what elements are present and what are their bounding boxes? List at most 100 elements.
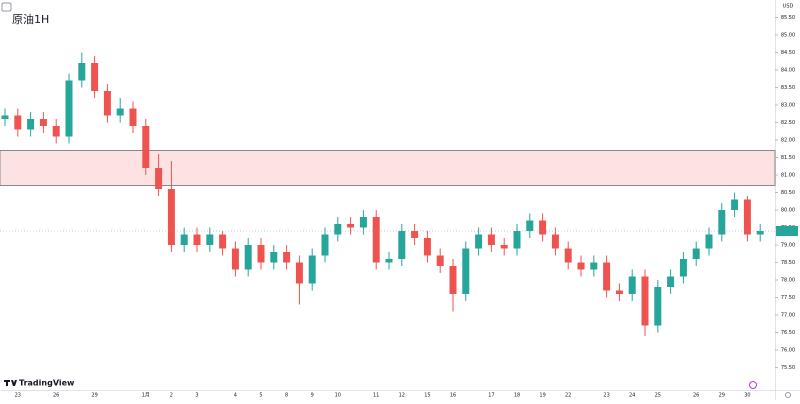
candle-body: [577, 262, 585, 270]
y-tick-label: 83.50: [781, 85, 795, 91]
candle-body: [551, 234, 559, 249]
candle-body: [39, 119, 47, 126]
candle-body: [731, 199, 739, 210]
candle-body: [423, 238, 431, 256]
y-tick-label: 76.50: [781, 330, 795, 336]
x-tick-label: 8: [285, 393, 288, 399]
candle-body: [193, 234, 201, 245]
x-tick-label: 5: [259, 393, 262, 399]
y-tick-label: 77.00: [781, 313, 795, 319]
candle-body: [641, 276, 649, 326]
replay-button[interactable]: [749, 381, 757, 389]
x-tick-label: 10: [335, 393, 341, 399]
candle-body: [539, 220, 547, 235]
x-tick-label: 4: [234, 393, 237, 399]
candle-body: [78, 63, 86, 81]
x-tick-label: 26: [53, 393, 59, 399]
candle-body: [513, 231, 521, 249]
candle-body: [116, 108, 124, 116]
y-tick-label: 85.50: [781, 15, 795, 21]
y-tick-label: 84.00: [781, 68, 795, 74]
price-zone: [0, 150, 776, 186]
candle-body: [590, 262, 598, 270]
currency-label: USD: [783, 4, 794, 10]
x-tick-label: 18: [514, 393, 520, 399]
x-tick-label: 22: [565, 393, 571, 399]
x-tick-label: 9: [311, 393, 314, 399]
candle-body: [603, 262, 611, 291]
candle-body: [244, 245, 252, 270]
candle-body: [615, 290, 623, 294]
brand-logo: [4, 380, 17, 386]
candle-body: [411, 231, 419, 238]
candle-body: [436, 255, 444, 266]
candle-body: [142, 126, 150, 168]
y-tick-label: 80.00: [781, 208, 795, 214]
y-tick-label: 78.50: [781, 260, 795, 266]
candle-body: [628, 276, 636, 294]
y-tick-label: 79.00: [781, 243, 795, 249]
candle-body: [219, 234, 227, 249]
x-tick-label: 30: [744, 393, 750, 399]
symbol-title: 原油1H: [12, 12, 49, 26]
x-tick-label: 26: [693, 393, 699, 399]
y-tick-label: 76.00: [781, 348, 795, 354]
y-tick-label: 77.50: [781, 295, 795, 301]
candle-body: [654, 287, 662, 326]
y-tick-label: 80.50: [781, 190, 795, 196]
x-tick-label: 29: [719, 393, 725, 399]
x-tick-label: 19: [539, 393, 545, 399]
candle-body: [231, 248, 239, 270]
brand-name: TradingView: [19, 379, 75, 388]
candle-body: [334, 224, 342, 235]
candle-body: [500, 245, 508, 249]
y-tick-label: 83.00: [781, 103, 795, 109]
candle-body: [462, 248, 470, 294]
candle-body: [295, 262, 303, 284]
x-tick-label: 11: [373, 393, 379, 399]
candle-body: [705, 234, 713, 249]
candle-body: [103, 91, 111, 116]
candle-body: [372, 217, 380, 263]
candle-body: [308, 255, 316, 284]
candle-body: [359, 217, 367, 228]
candle-body: [526, 220, 534, 231]
y-tick-label: 78.00: [781, 278, 795, 284]
candle-body: [718, 210, 726, 235]
candle-body: [385, 259, 393, 263]
candle-body: [27, 119, 35, 130]
x-tick-label: 3: [195, 393, 198, 399]
x-tick-label: 29: [91, 393, 97, 399]
collapse-button[interactable]: [1, 2, 12, 12]
candle-body: [487, 234, 495, 245]
candle-body: [52, 126, 60, 137]
y-tick-label: 84.50: [781, 50, 795, 56]
x-tick-label: 24: [629, 393, 635, 399]
candle-body: [692, 248, 700, 259]
y-tick-label: 81.50: [781, 155, 795, 161]
candle-body: [321, 234, 329, 256]
x-tick-label: 25: [655, 393, 661, 399]
candle-body: [91, 63, 99, 91]
candle-body: [257, 245, 265, 263]
x-tick-label: 1月: [142, 393, 150, 399]
candle-body: [398, 231, 406, 259]
y-tick-label: 85.00: [781, 33, 795, 39]
candle-body: [206, 234, 214, 245]
candle-body: [180, 234, 188, 245]
candle-body: [155, 168, 163, 189]
candle-body: [667, 276, 675, 287]
candle-body: [347, 224, 355, 228]
candle-body: [679, 259, 687, 277]
x-tick-label: 17: [488, 393, 494, 399]
settings-button[interactable]: [785, 392, 791, 398]
y-tick-label: 75.50: [781, 365, 795, 371]
x-tick-label: 15: [424, 393, 430, 399]
candle-body: [449, 266, 457, 294]
candle-body: [270, 252, 278, 263]
candle-body: [167, 189, 175, 245]
x-tick-label: 23: [603, 393, 609, 399]
x-tick-label: 16: [450, 393, 456, 399]
